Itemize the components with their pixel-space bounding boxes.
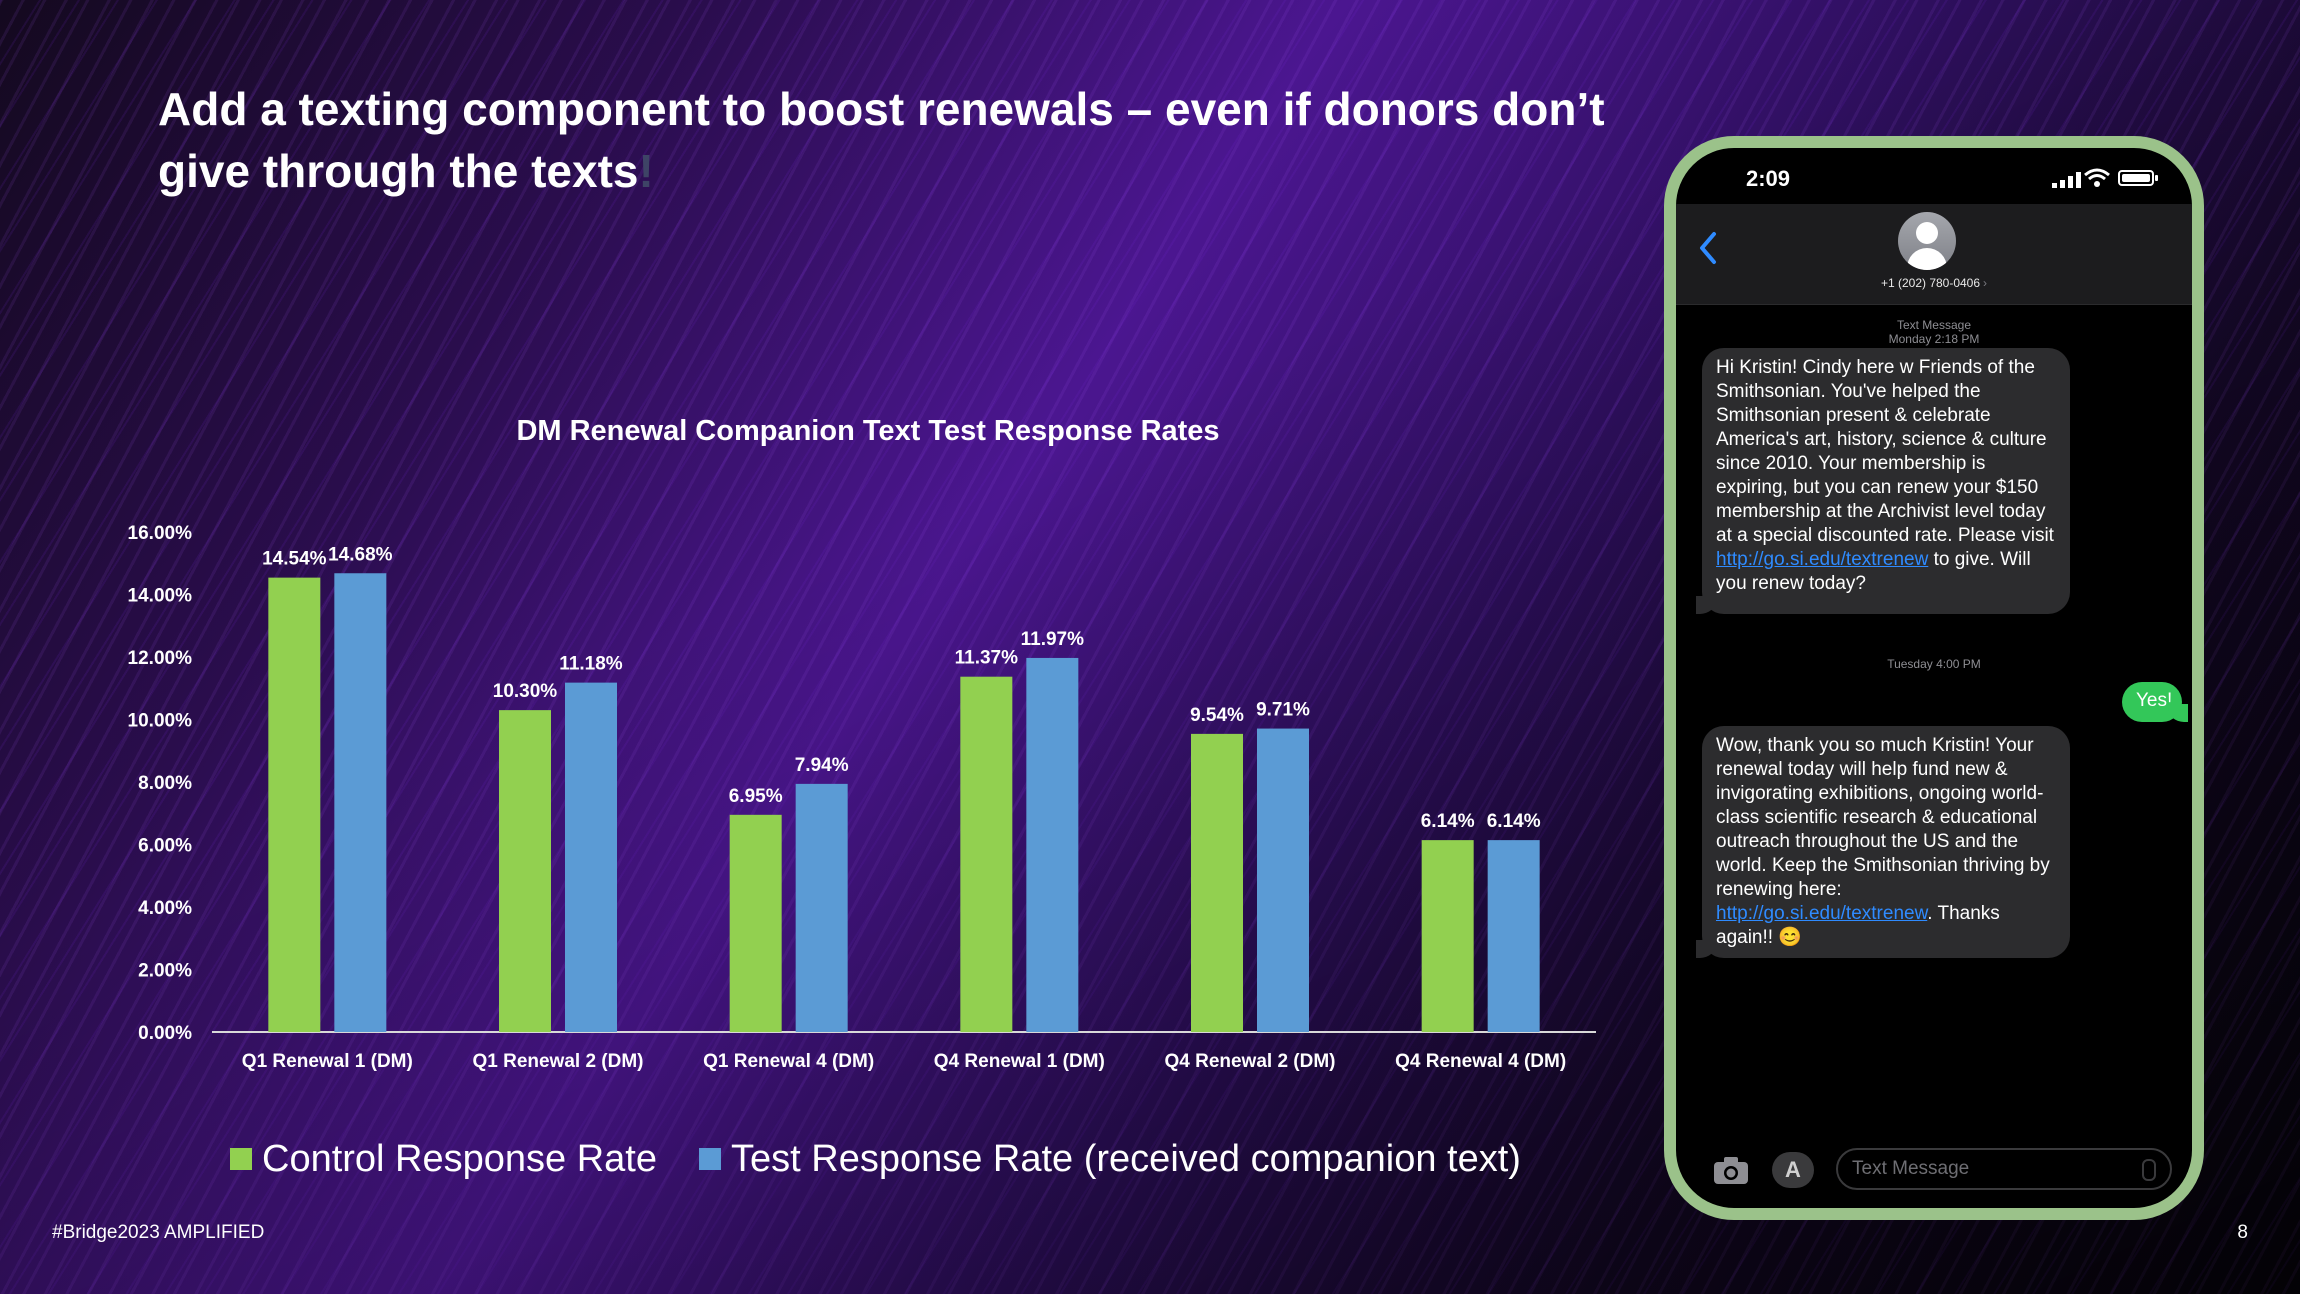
- phone-mockup: 2:09 +1 (202) 780-0406 › Text Message Mon…: [1664, 136, 2204, 1220]
- contact-number-text: +1 (202) 780-0406: [1880, 276, 1981, 290]
- y-tick-label: 0.00%: [138, 1023, 192, 1044]
- legend-item-test: Test Response Rate (received companion t…: [699, 1138, 1521, 1181]
- slide-title-text: Add a texting component to boost renewal…: [158, 83, 1605, 197]
- y-tick-label: 10.00%: [128, 711, 193, 732]
- data-label-test: 9.71%: [1256, 700, 1310, 721]
- contact-avatar-icon[interactable]: [1898, 212, 1956, 270]
- x-tick-label: Q1 Renewal 2 (DM): [472, 1051, 643, 1072]
- x-tick-label: Q4 Renewal 2 (DM): [1164, 1051, 1335, 1072]
- data-label-control: 6.95%: [729, 786, 783, 807]
- back-chevron-icon[interactable]: [1694, 228, 1722, 268]
- x-tick-label: Q1 Renewal 1 (DM): [242, 1051, 413, 1072]
- bar-control: [268, 577, 321, 1032]
- bar-control: [729, 814, 782, 1032]
- data-label-test: 11.97%: [1021, 629, 1084, 650]
- bar-test: [1487, 840, 1540, 1032]
- legend-swatch-test: [699, 1148, 721, 1170]
- timestamp-1-line-2: Monday 2:18 PM: [1888, 332, 1980, 346]
- bar-control: [1191, 733, 1243, 1032]
- message-2-link[interactable]: http://go.si.edu/textrenew: [1716, 903, 1928, 924]
- message-timestamp-1: Text Message Monday 2:18 PM: [1676, 318, 2192, 346]
- microphone-icon[interactable]: [2142, 1159, 2156, 1181]
- data-label-test: 7.94%: [795, 755, 849, 776]
- page-number: 8: [2237, 1222, 2248, 1243]
- y-tick-label: 4.00%: [138, 898, 192, 919]
- wifi-icon: [2084, 168, 2110, 187]
- timestamp-1-line-1: Text Message: [1896, 318, 1972, 332]
- status-bar: 2:09: [1676, 148, 2192, 204]
- message-2-text: Wow, thank you so much Kristin! Your ren…: [1716, 735, 2050, 900]
- message-composer: A Text Message: [1676, 1142, 2192, 1202]
- y-tick-label: 6.00%: [138, 836, 192, 857]
- legend-item-control: Control Response Rate: [230, 1138, 657, 1181]
- data-label-test: 14.68%: [328, 544, 393, 565]
- chart-title: DM Renewal Companion Text Test Response …: [516, 415, 1219, 447]
- data-label-control: 9.54%: [1190, 705, 1244, 726]
- bar-test: [795, 783, 848, 1032]
- data-label-test: 11.18%: [559, 654, 622, 675]
- text-message-input[interactable]: Text Message: [1836, 1148, 2172, 1190]
- bar-control: [960, 676, 1013, 1032]
- contact-number[interactable]: +1 (202) 780-0406 ›: [1676, 276, 2192, 290]
- message-1-link[interactable]: http://go.si.edu/textrenew: [1716, 549, 1929, 570]
- slide-title-exclamation: !: [638, 145, 654, 197]
- data-label-control: 14.54%: [262, 549, 327, 570]
- signal-icon: [2052, 172, 2081, 188]
- data-label-control: 6.14%: [1421, 811, 1475, 832]
- chart-legend: Control Response Rate Test Response Rate…: [230, 1134, 1563, 1184]
- battery-icon: [2118, 170, 2158, 186]
- data-label-control: 11.37%: [955, 648, 1018, 669]
- message-1-tail: to give. Will you renew today?: [1716, 549, 2031, 594]
- contact-chevron-icon: ›: [1983, 276, 1988, 290]
- conversation-header: +1 (202) 780-0406 ›: [1676, 204, 2192, 305]
- y-tick-label: 8.00%: [138, 773, 192, 794]
- y-tick-label: 12.00%: [128, 648, 193, 669]
- x-tick-label: Q4 Renewal 1 (DM): [934, 1051, 1105, 1072]
- y-tick-label: 2.00%: [138, 961, 192, 982]
- bar-test: [565, 682, 617, 1032]
- bar-test: [1257, 728, 1309, 1032]
- incoming-message-2[interactable]: Wow, thank you so much Kristin! Your ren…: [1696, 726, 2070, 958]
- legend-swatch-control: [230, 1148, 252, 1170]
- outgoing-reply[interactable]: Yes!: [2122, 682, 2188, 722]
- message-2-tail: . Thanks again!! 😊: [1716, 903, 2000, 948]
- app-store-icon[interactable]: A: [1772, 1152, 1814, 1188]
- y-tick-label: 16.00%: [128, 523, 193, 544]
- bar-test: [1026, 657, 1079, 1032]
- x-tick-label: Q4 Renewal 4 (DM): [1395, 1051, 1566, 1072]
- status-time: 2:09: [1746, 166, 1791, 191]
- text-message-placeholder: Text Message: [1852, 1158, 1970, 1179]
- message-timestamp-2: Tuesday 4:00 PM: [1887, 657, 1981, 671]
- legend-label-control: Control Response Rate: [262, 1137, 657, 1180]
- data-label-control: 10.30%: [493, 681, 558, 702]
- footer-hashtag: #Bridge2023 AMPLIFIED: [52, 1222, 265, 1243]
- x-tick-label: Q1 Renewal 4 (DM): [703, 1051, 874, 1072]
- bar-chart: DM Renewal Companion Text Test Response …: [128, 415, 1596, 1072]
- camera-icon[interactable]: [1712, 1154, 1750, 1186]
- bar-test: [334, 573, 387, 1032]
- bar-control: [1421, 840, 1474, 1032]
- incoming-message-1[interactable]: Hi Kristin! Cindy here w Friends of the …: [1696, 348, 2070, 614]
- bar-control: [499, 710, 551, 1032]
- data-label-test: 6.14%: [1487, 811, 1541, 832]
- slide-title: Add a texting component to boost renewal…: [158, 78, 1618, 202]
- y-tick-label: 14.00%: [128, 586, 193, 607]
- message-1-text: Hi Kristin! Cindy here w Friends of the …: [1716, 357, 2054, 546]
- legend-label-test: Test Response Rate (received companion t…: [731, 1137, 1521, 1180]
